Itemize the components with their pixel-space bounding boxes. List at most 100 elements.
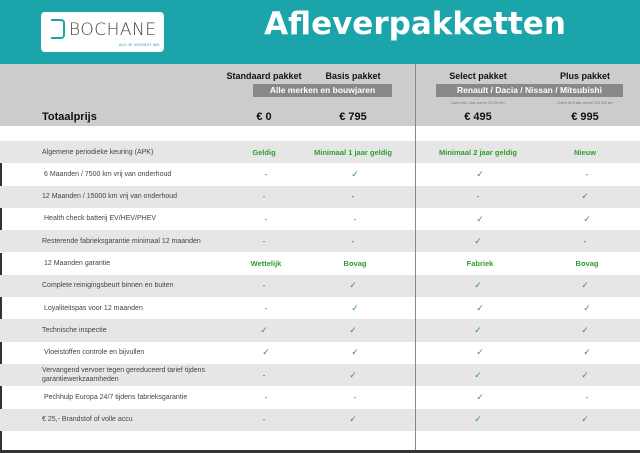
not-included: - [353, 214, 357, 224]
feature-label: Resterende fabrieksgarantie minimaal 12 … [42, 237, 201, 245]
feature-label: 6 Maanden / 7500 km vrij van onderhoud [44, 170, 172, 178]
not-included: - [262, 192, 266, 202]
feature-label: Vervangend vervoer tegen gereduceerd tar… [42, 367, 206, 384]
not-included: - [262, 415, 266, 425]
not-included: - [262, 370, 266, 380]
table-row: 6 Maanden / 7500 km vrij van onderhoud - ✓… [0, 163, 640, 186]
not-included: - [264, 392, 268, 402]
check-icon: ✓ [349, 369, 357, 380]
table-row: Vervangend vervoer tegen gereduceerd tar… [0, 364, 640, 387]
feature-label: 12 Maanden / 15000 km vrij van onderhoud [42, 193, 178, 201]
feature-value: Geldig [252, 147, 276, 157]
package-price: € 995 [571, 111, 599, 123]
logo-tagline: ALS JE VOORUIT WIL [119, 42, 160, 47]
table-row: 12 Maanden garantie Wettelijk Bovag Fabriek… [0, 252, 640, 275]
header: BOCHANE ALS JE VOORUIT WIL Afleverpakket… [0, 0, 640, 64]
check-icon: ✓ [476, 213, 484, 224]
check-icon: ✓ [583, 213, 591, 224]
bottom-border [0, 450, 640, 453]
left-border [0, 431, 2, 451]
package-price: € 0 [256, 111, 272, 123]
check-icon: ✓ [476, 347, 484, 358]
feature-value: Minimaal 2 jaar geldig [439, 147, 517, 157]
feature-label: Complete reinigingsbeurt binnen en buite… [42, 282, 174, 290]
feature-value: Minimaal 1 jaar geldig [314, 147, 392, 157]
check-icon: ✓ [349, 280, 357, 291]
feature-label: Health check batterij EV/HEV/PHEV [44, 215, 157, 223]
table-row: Loyaliteitspas voor 12 maanden - ✓ ✓ ✓ [0, 297, 640, 320]
feature-value: Nieuw [573, 147, 597, 157]
logo-text: BOCHANE [69, 20, 157, 40]
check-icon: ✓ [349, 414, 357, 425]
check-icon: ✓ [260, 325, 268, 336]
group-label: Renault / Dacia / Nissan / Mitsubishi [436, 84, 623, 97]
feature-label: Technische inspectie [42, 326, 107, 334]
table-row: Pechhulp Europa 24/7 tijdens fabrieksgar… [0, 386, 640, 409]
check-icon: ✓ [474, 325, 482, 336]
feature-value: Fabriek [466, 259, 494, 269]
check-icon: ✓ [351, 302, 359, 313]
check-icon: ✓ [351, 168, 359, 179]
feature-label: Vloeistoffen controle en bijvullen [44, 349, 145, 357]
check-icon: ✓ [474, 235, 482, 246]
not-included: - [585, 169, 589, 179]
not-included: - [264, 214, 268, 224]
check-icon: ✓ [474, 280, 482, 291]
total-label: Totaalprijs [42, 111, 97, 123]
feature-label: Pechhulp Europa 24/7 tijdens fabrieksgar… [44, 393, 188, 401]
logo: BOCHANE ALS JE VOORUIT WIL [41, 12, 164, 52]
check-icon: ✓ [581, 414, 589, 425]
table-row: Complete reinigingsbeurt binnen en buite… [0, 274, 640, 298]
check-icon: ✓ [476, 391, 484, 402]
package-note: Auto's tot 1 jaar oud en 20.000 km [451, 101, 505, 105]
feature-label: Loyaliteitspas voor 12 maanden [44, 304, 143, 312]
table-row: Health check batterij EV/HEV/PHEV - - ✓ ✓ [0, 207, 640, 231]
table-row: Vloeistoffen controle en bijvullen ✓ ✓ ✓ ✓ [0, 341, 640, 364]
not-included: - [351, 236, 355, 246]
check-icon: ✓ [581, 369, 589, 380]
table-row: € 25,- Brandstof of volle accu - ✓ ✓ ✓ [0, 408, 640, 431]
package-name: Select pakket [449, 71, 507, 81]
package-name: Plus pakket [559, 71, 611, 81]
table-row: Resterende fabrieksgarantie minimaal 12 … [0, 230, 640, 253]
not-included: - [476, 192, 480, 202]
feature-value: Wettelijk [250, 259, 282, 269]
not-included: - [583, 236, 587, 246]
check-icon: ✓ [581, 325, 589, 336]
not-included: - [262, 281, 266, 291]
check-icon: ✓ [583, 347, 591, 358]
table-row: Algemene periodieke keuring (APK) Geldig M… [0, 141, 640, 164]
check-icon: ✓ [262, 347, 270, 358]
cart-icon [51, 19, 65, 39]
page-title: Afleverpakketten [264, 6, 566, 42]
not-included: - [262, 236, 266, 246]
feature-label: Algemene periodieke keuring (APK) [42, 148, 154, 156]
table-row: Technische inspectie ✓ ✓ ✓ ✓ [0, 319, 640, 342]
check-icon: ✓ [476, 302, 484, 313]
check-icon: ✓ [581, 280, 589, 291]
feature-value: Bovag [575, 259, 599, 269]
check-icon: ✓ [351, 347, 359, 358]
not-included: - [351, 192, 355, 202]
check-icon: ✓ [581, 191, 589, 202]
feature-label: 12 Maanden garantie [44, 260, 111, 268]
check-icon: ✓ [476, 168, 484, 179]
check-icon: ✓ [474, 369, 482, 380]
not-included: - [585, 392, 589, 402]
check-icon: ✓ [583, 302, 591, 313]
check-icon: ✓ [474, 414, 482, 425]
table-row: 12 Maanden / 15000 km vrij van onderhoud… [0, 185, 640, 208]
not-included: - [353, 392, 357, 402]
package-price: € 795 [339, 111, 367, 123]
package-name: Basis pakket [325, 71, 381, 81]
check-icon: ✓ [349, 325, 357, 336]
group-label: Alle merken en bouwjaren [253, 84, 392, 97]
package-name: Standaard pakket [226, 71, 302, 81]
not-included: - [264, 303, 268, 313]
package-note: Auto's tot 5 jaar oud en 100.000 km [557, 101, 613, 105]
column-divider [415, 64, 416, 453]
package-price: € 495 [464, 111, 492, 123]
feature-label: € 25,- Brandstof of volle accu [42, 416, 133, 424]
feature-value: Bovag [343, 259, 367, 269]
not-included: - [264, 169, 268, 179]
